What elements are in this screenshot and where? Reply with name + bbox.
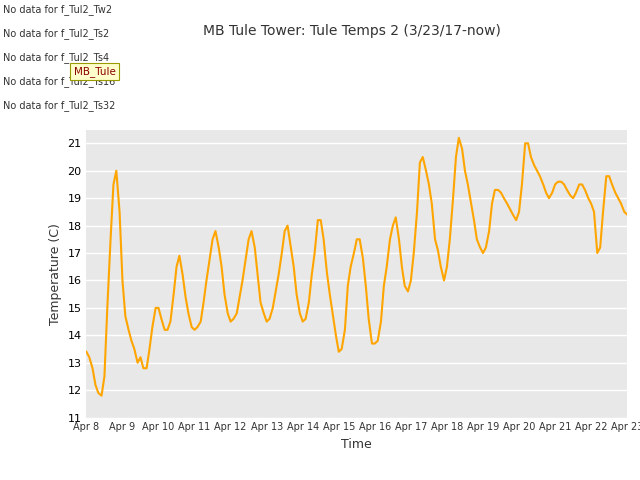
Text: No data for f_Tul2_Ts32: No data for f_Tul2_Ts32 [3,100,116,111]
Text: No data for f_Tul2_Ts4: No data for f_Tul2_Ts4 [3,52,109,63]
Text: No data for f_Tul2_Ts16: No data for f_Tul2_Ts16 [3,76,115,87]
Text: No data for f_Tul2_Tw2: No data for f_Tul2_Tw2 [3,4,113,15]
Text: MB Tule Tower: Tule Temps 2 (3/23/17-now): MB Tule Tower: Tule Temps 2 (3/23/17-now… [203,24,501,38]
Legend: Tul2_Ts-8: Tul2_Ts-8 [303,475,410,480]
Y-axis label: Temperature (C): Temperature (C) [49,223,62,324]
Text: MB_Tule: MB_Tule [74,66,115,77]
Text: No data for f_Tul2_Ts2: No data for f_Tul2_Ts2 [3,28,109,39]
X-axis label: Time: Time [341,438,372,451]
